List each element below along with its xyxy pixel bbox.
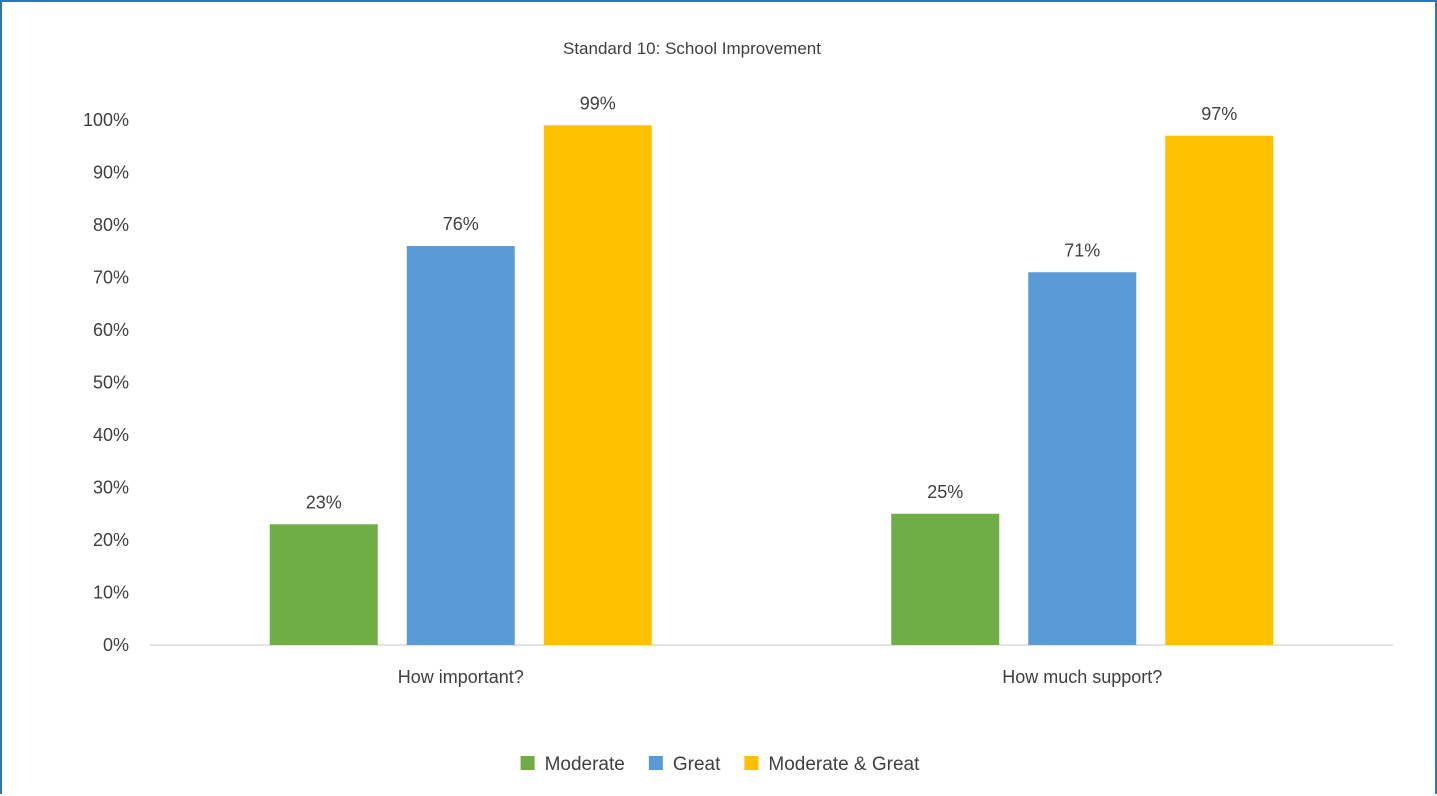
y-tick-label: 0%: [103, 635, 129, 655]
data-label: 23%: [306, 492, 342, 512]
data-label: 76%: [443, 214, 479, 234]
x-category-label: How important?: [398, 667, 524, 687]
y-tick-label: 10%: [93, 583, 129, 603]
y-tick-label: 80%: [93, 215, 129, 235]
bar-moderate-great-0: [543, 125, 652, 645]
bar-moderate-0: [269, 524, 378, 645]
legend-swatch: [520, 756, 535, 770]
y-tick-label: 40%: [93, 425, 129, 445]
data-label: 97%: [1201, 104, 1237, 124]
x-category-label: How much support?: [1002, 667, 1162, 687]
legend-swatch: [744, 756, 759, 770]
y-tick-label: 100%: [83, 110, 129, 130]
bar-moderate-great-1: [1165, 135, 1274, 645]
y-tick-label: 90%: [93, 163, 129, 183]
legend-label: Moderate & Great: [768, 754, 920, 775]
x-axis-labels: How important? How much support?: [398, 667, 1163, 687]
data-label: 71%: [1064, 240, 1100, 260]
y-tick-label: 50%: [93, 373, 129, 393]
y-tick-label: 20%: [93, 530, 129, 550]
legend-label: Great: [673, 754, 721, 775]
bar-great-1: [1028, 272, 1137, 645]
y-tick-label: 30%: [93, 478, 129, 498]
bar-great-0: [406, 246, 515, 645]
chart-title: Standard 10: School Improvement: [563, 39, 821, 58]
legend: Moderate Great Moderate & Great: [520, 754, 920, 775]
bars-group: 23% 76% 99% 25% 71% 97%: [269, 93, 1274, 645]
data-label: 25%: [927, 482, 963, 502]
data-label: 99%: [580, 93, 616, 113]
legend-label: Moderate: [545, 754, 625, 775]
y-tick-label: 70%: [93, 268, 129, 288]
bar-moderate-1: [891, 513, 1000, 645]
y-axis: 0% 10% 20% 30% 40% 50% 60% 70% 80% 90% 100%: [83, 110, 129, 655]
legend-swatch: [648, 756, 663, 770]
y-tick-label: 60%: [93, 320, 129, 340]
